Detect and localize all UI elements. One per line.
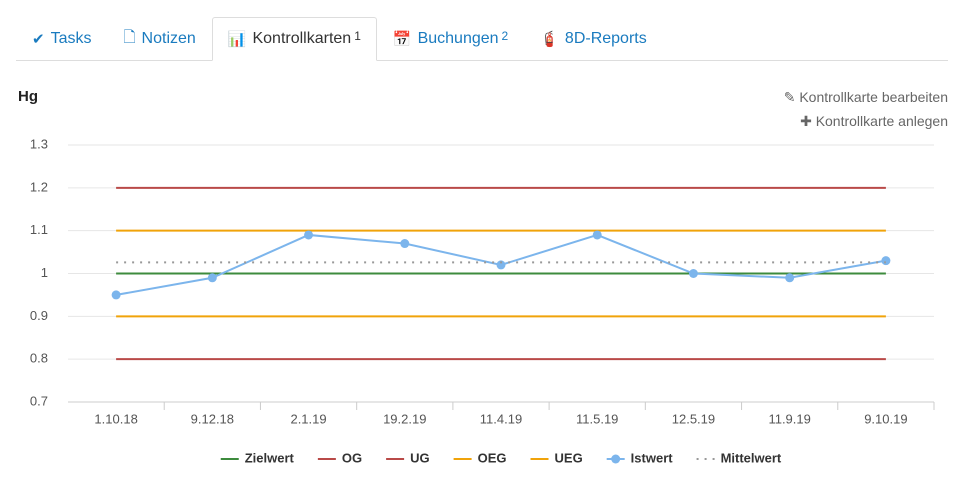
tab-badge: 2 — [501, 29, 509, 43]
data-point — [400, 239, 410, 249]
tab[interactable]: 📅 Buchungen 2 — [377, 17, 524, 61]
tab-icon: ✔ — [32, 31, 45, 48]
data-point — [688, 269, 698, 278]
edit-action[interactable]: ✎ Kontrollkarte bearbeiten — [784, 89, 948, 106]
action-label: Kontrollkarte anlegen — [815, 113, 948, 129]
icon: ✎ — [783, 89, 800, 105]
y-tick-label: 0.8 — [30, 351, 48, 366]
x-tick-label: 9.10.19 — [864, 411, 907, 426]
x-tick-label: 19.2.19 — [383, 411, 426, 426]
tab[interactable]: 🗋 Notizen — [107, 17, 211, 61]
tab-label: Kontrollkarten — [252, 30, 352, 47]
tab-icon: 🗋 — [123, 28, 136, 46]
tab-label: 8D-Reports — [564, 30, 647, 47]
legend: Zielwert OG UG OEG UEG Istwert Mittelwert — [220, 450, 782, 465]
y-tick-label: 1.3 — [30, 136, 48, 151]
x-tick-label: 11.5.19 — [576, 411, 618, 426]
x-tick-label: 11.4.19 — [480, 411, 522, 426]
x-tick-label: 11.9.19 — [768, 411, 810, 426]
tab[interactable]: ✔ Tasks — [16, 17, 107, 61]
legend-label: Zielwert — [245, 450, 295, 465]
tab[interactable]: 📊 Kontrollkarten 1 — [211, 17, 377, 61]
legend-marker — [611, 454, 621, 464]
legend-label: Istwert — [631, 450, 674, 465]
tab-label: Buchungen — [417, 30, 499, 47]
tab-icon: 📊 — [227, 31, 247, 48]
y-tick-label: 1 — [41, 265, 48, 280]
legend-label: UEG — [555, 450, 583, 465]
data-point — [785, 273, 795, 283]
y-tick-label: 0.7 — [30, 393, 48, 408]
chart-title: Hg — [18, 88, 38, 105]
data-point — [881, 256, 891, 266]
y-tick-label: 1.2 — [30, 179, 48, 194]
y-tick-label: 0.9 — [30, 308, 48, 323]
x-tick-label: 9.12.18 — [191, 411, 234, 426]
legend-label: UG — [410, 450, 430, 465]
data-point — [496, 260, 506, 270]
x-tick-label: 1.10.18 — [94, 411, 137, 426]
add-action[interactable]: ✚ Kontrollkarte anlegen — [800, 113, 948, 130]
x-tick-label: 12.5.19 — [672, 411, 715, 426]
action-label: Kontrollkarte bearbeiten — [799, 89, 948, 105]
tab-label: Notizen — [141, 30, 196, 47]
tab-icon: 🧯 — [540, 31, 559, 48]
data-point — [304, 230, 314, 240]
icon: ✚ — [800, 113, 816, 129]
data-point — [592, 230, 602, 240]
data-point — [207, 273, 217, 283]
tab-label: Tasks — [50, 30, 92, 47]
y-tick-label: 1.1 — [30, 222, 48, 237]
tab-icon: 📅 — [392, 31, 412, 48]
tab[interactable]: 🧯 8D-Reports — [524, 17, 663, 61]
legend-label: OEG — [478, 450, 507, 465]
tab-badge: 1 — [354, 29, 361, 43]
tab-bar: ✔ Tasks 🗋 Notizen 📊 Kontrollkarten 1 📅 Buchungen… — [16, 0, 948, 61]
legend-label: OG — [342, 450, 362, 465]
series-line — [115, 233, 887, 296]
legend-label: Mittelwert — [721, 450, 782, 465]
data-point — [111, 290, 121, 300]
x-tick-label: 2.1.19 — [290, 411, 326, 426]
